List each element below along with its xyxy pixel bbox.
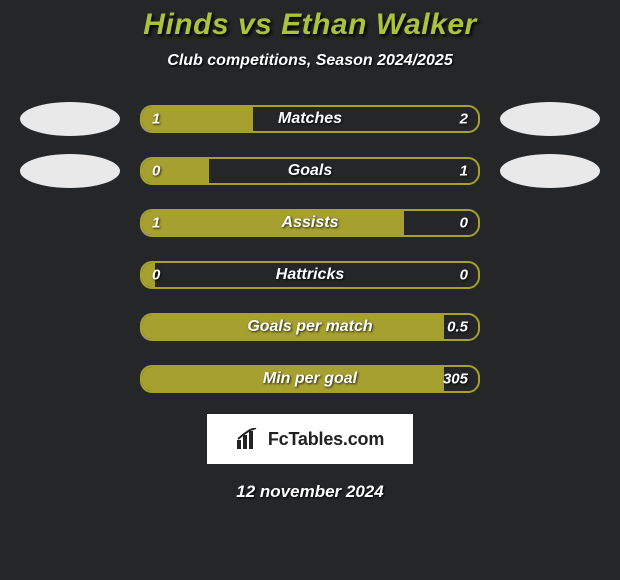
player-right-oval: [500, 102, 600, 136]
stat-right-value: 2: [460, 111, 468, 128]
date-label: 12 november 2024: [0, 482, 620, 502]
stat-row: 0 Hattricks 0: [0, 258, 620, 292]
fctables-logo[interactable]: FcTables.com: [207, 414, 413, 464]
stat-row: 1 Matches 2: [0, 102, 620, 136]
logo-text: FcTables.com: [268, 429, 384, 450]
stat-left-value: 1: [152, 215, 160, 232]
stat-row: 1 Assists 0: [0, 206, 620, 240]
stat-bar: 0 Hattricks 0: [140, 261, 480, 289]
stat-label: Assists: [282, 214, 339, 232]
stats-list: 1 Matches 2 0 Goals 1 1 Assists 0 0 Hattricks 0 Goal…: [0, 102, 620, 396]
stat-label: Matches: [278, 110, 342, 128]
player-left-oval: [20, 102, 120, 136]
stat-bar: 0 Goals 1: [140, 157, 480, 185]
stat-right-value: 0: [460, 267, 468, 284]
stat-left-value: 0: [152, 267, 160, 284]
stat-right-value: 0.5: [447, 319, 468, 336]
stat-label: Hattricks: [276, 266, 344, 284]
page-title: Hinds vs Ethan Walker: [0, 8, 620, 42]
stat-row: Min per goal 305: [0, 362, 620, 396]
oval-spacer: [20, 206, 120, 240]
stat-row: 0 Goals 1: [0, 154, 620, 188]
stat-right-value: 305: [443, 371, 468, 388]
stat-left-value: 0: [152, 163, 160, 180]
oval-spacer: [500, 258, 600, 292]
player-right-oval: [500, 154, 600, 188]
stat-bar: Min per goal 305: [140, 365, 480, 393]
stat-label: Goals per match: [247, 318, 372, 336]
stat-bar: 1 Matches 2: [140, 105, 480, 133]
oval-spacer: [500, 206, 600, 240]
subtitle: Club competitions, Season 2024/2025: [0, 52, 620, 70]
oval-spacer: [20, 258, 120, 292]
oval-spacer: [500, 362, 600, 396]
player-left-oval: [20, 154, 120, 188]
stat-bar-fill: [142, 211, 404, 235]
stat-bar: Goals per match 0.5: [140, 313, 480, 341]
oval-spacer: [20, 310, 120, 344]
oval-spacer: [20, 362, 120, 396]
oval-spacer: [500, 310, 600, 344]
stat-bar: 1 Assists 0: [140, 209, 480, 237]
stat-left-value: 1: [152, 111, 160, 128]
stat-row: Goals per match 0.5: [0, 310, 620, 344]
stat-label: Min per goal: [263, 370, 357, 388]
stat-right-value: 0: [460, 215, 468, 232]
stat-right-value: 1: [460, 163, 468, 180]
bar-chart-icon: [236, 428, 262, 450]
comparison-widget: Hinds vs Ethan Walker Club competitions,…: [0, 0, 620, 502]
stat-label: Goals: [288, 162, 332, 180]
